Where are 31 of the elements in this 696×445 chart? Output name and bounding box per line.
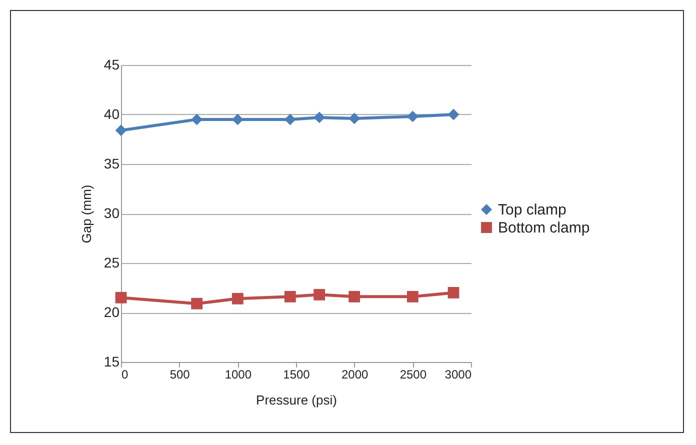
- y-tick-label: 45: [104, 56, 120, 72]
- legend-label: Top clamp: [498, 202, 566, 218]
- point: [406, 110, 418, 122]
- legend-label: Bottom clamp: [498, 220, 590, 236]
- x-tick-label: 0: [122, 368, 128, 382]
- x-tick-label: 2500: [400, 368, 427, 382]
- point: [406, 290, 418, 302]
- y-tick-label: 25: [104, 254, 120, 270]
- y-tick-label: 30: [104, 205, 120, 221]
- x-axis-title: Pressure (psi): [256, 392, 337, 408]
- y-tick-label: 15: [104, 354, 120, 370]
- x-tick-label: 1500: [283, 368, 310, 382]
- point: [232, 292, 244, 304]
- point: [448, 287, 460, 298]
- x-tick-label: 1000: [224, 368, 252, 382]
- y-tick-label: 20: [104, 304, 120, 320]
- point: [191, 298, 203, 310]
- point: [115, 124, 127, 136]
- point: [115, 292, 127, 304]
- point: [348, 290, 360, 302]
- x-tick-label: 2000: [341, 368, 369, 382]
- y-axis-title: Gap (mm): [78, 184, 94, 244]
- point: [314, 288, 326, 300]
- point: [448, 108, 460, 120]
- point: [314, 112, 326, 124]
- y-tick-label: 40: [104, 106, 120, 122]
- point: [284, 290, 296, 302]
- y-tick-label: 35: [104, 156, 120, 172]
- point: [348, 112, 360, 124]
- x-tick-label: 500: [170, 368, 190, 382]
- x-tick-label: 3000: [444, 368, 472, 382]
